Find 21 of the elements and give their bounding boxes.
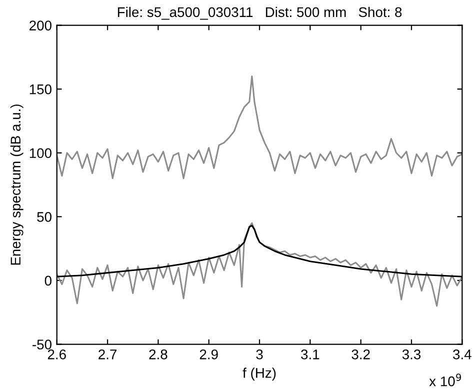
x-tick-label: 3.1	[301, 349, 320, 360]
line-series	[56, 76, 462, 180]
text: x 10$^{9}$	[429, 374, 461, 386]
x-tick-label: 3.2	[352, 349, 370, 360]
x-tick-label: 2.7	[98, 349, 116, 360]
chart-title: File: s5_a500_030311 Dist: 500 mm Shot: 8	[118, 6, 402, 20]
y-axis-title: Energy spectrum (dB a.u.)	[10, 104, 24, 265]
x-tick-label: 2.6	[48, 349, 66, 360]
x-axis-title: f (Hz)	[242, 368, 276, 381]
x-tick-label: 3	[256, 349, 263, 360]
y-tick-label: 50	[37, 212, 52, 222]
x-tick-label: 3.4	[453, 349, 472, 360]
y-tick-label: 100	[30, 148, 52, 158]
y-tick-label: 150	[30, 84, 52, 94]
y-tick-label: 200	[30, 20, 52, 30]
x-tick-label: 3.3	[402, 349, 421, 360]
y-tick-label: 0	[44, 276, 52, 286]
x-tick-label: 2.9	[200, 349, 218, 360]
x-tick-label: 2.8	[149, 349, 168, 360]
y-tick-label: -50	[32, 340, 52, 350]
line-series	[56, 222, 462, 307]
